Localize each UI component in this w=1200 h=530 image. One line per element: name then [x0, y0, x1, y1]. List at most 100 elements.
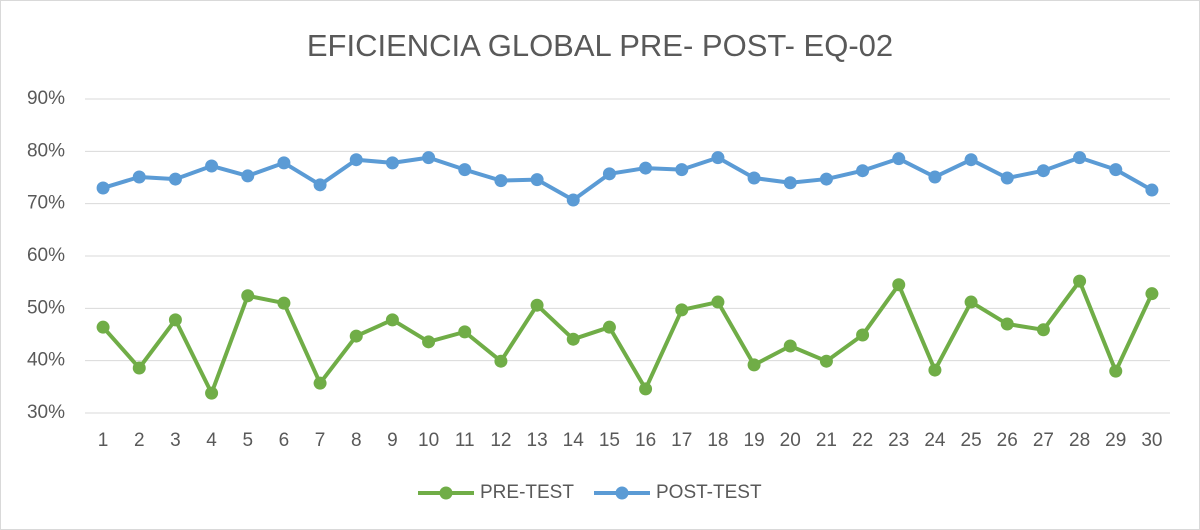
- x-tick-label: 6: [279, 430, 290, 451]
- point: [96, 320, 110, 334]
- point: [1036, 164, 1050, 178]
- x-tick-label: 29: [1105, 430, 1126, 451]
- point: [349, 329, 363, 343]
- x-tick-label: 14: [563, 430, 585, 451]
- x-tick-label: 8: [351, 430, 362, 451]
- x-tick-label: 21: [816, 430, 837, 451]
- x-tick-label: 19: [744, 430, 765, 451]
- point: [928, 170, 942, 184]
- x-tick-label: 16: [635, 430, 656, 451]
- x-tick-label: 3: [170, 430, 181, 451]
- point: [313, 178, 327, 192]
- point: [1000, 171, 1014, 185]
- point: [892, 278, 906, 292]
- point: [241, 289, 255, 303]
- x-tick-label: 9: [387, 430, 398, 451]
- x-tick-label: 28: [1069, 430, 1090, 451]
- legend-marker: [439, 486, 453, 500]
- x-tick-label: 1: [98, 430, 109, 451]
- point: [639, 382, 653, 396]
- y-tick-label: 40%: [27, 350, 65, 371]
- point: [205, 159, 219, 173]
- point: [132, 361, 146, 375]
- x-tick-label: 23: [888, 430, 909, 451]
- point: [964, 153, 978, 167]
- point: [1000, 317, 1014, 331]
- y-tick-label: 60%: [27, 245, 65, 266]
- x-tick-label: 5: [242, 430, 253, 451]
- y-tick-label: 80%: [27, 140, 65, 161]
- point: [385, 156, 399, 170]
- point: [1073, 274, 1087, 288]
- x-tick-label: 22: [852, 430, 873, 451]
- point: [783, 339, 797, 353]
- x-tick-label: 2: [134, 430, 145, 451]
- point: [96, 181, 110, 195]
- point: [566, 332, 580, 346]
- point: [277, 296, 291, 310]
- x-tick-label: 15: [599, 430, 620, 451]
- point: [566, 193, 580, 207]
- point: [313, 376, 327, 390]
- point: [168, 172, 182, 186]
- x-tick-label: 20: [780, 430, 801, 451]
- y-tick-label: 30%: [27, 402, 65, 423]
- point: [892, 152, 906, 166]
- point: [856, 328, 870, 342]
- point: [711, 295, 725, 309]
- point: [1036, 323, 1050, 337]
- point: [675, 303, 689, 317]
- point: [747, 358, 761, 372]
- point: [747, 171, 761, 185]
- x-tick-label: 26: [997, 430, 1018, 451]
- point: [530, 298, 544, 312]
- x-tick-label: 4: [206, 430, 217, 451]
- x-tick-label: 12: [490, 430, 511, 451]
- x-tick-label: 24: [924, 430, 946, 451]
- point: [675, 163, 689, 177]
- point: [1109, 364, 1123, 378]
- point: [530, 173, 544, 187]
- point: [458, 163, 472, 177]
- point: [422, 335, 436, 349]
- point: [819, 354, 833, 368]
- point: [602, 320, 616, 334]
- point: [819, 172, 833, 186]
- point: [711, 151, 725, 165]
- point: [1145, 183, 1159, 197]
- point: [241, 169, 255, 183]
- x-tick-label: 27: [1033, 430, 1054, 451]
- x-tick-label: 10: [418, 430, 439, 451]
- x-tick-label: 17: [671, 430, 692, 451]
- point: [168, 313, 182, 327]
- point: [277, 156, 291, 170]
- point: [1109, 163, 1123, 177]
- point: [639, 161, 653, 175]
- point: [494, 174, 508, 188]
- point: [494, 354, 508, 368]
- point: [602, 167, 616, 181]
- point: [385, 313, 399, 327]
- point: [964, 295, 978, 309]
- point: [205, 386, 219, 400]
- point: [928, 363, 942, 377]
- point: [422, 151, 436, 165]
- point: [458, 325, 472, 339]
- x-tick-label: 11: [455, 430, 475, 451]
- y-tick-label: 90%: [27, 88, 65, 109]
- chart-title: EFICIENCIA GLOBAL PRE- POST- EQ-02: [307, 28, 893, 63]
- x-tick-label: 30: [1141, 430, 1162, 451]
- point: [1073, 151, 1087, 165]
- x-tick-label: 18: [707, 430, 728, 451]
- point: [783, 176, 797, 190]
- point: [856, 164, 870, 178]
- x-tick-label: 13: [527, 430, 548, 451]
- point: [349, 153, 363, 167]
- x-tick-label: 7: [315, 430, 326, 451]
- y-tick-label: 70%: [27, 193, 65, 214]
- point: [1145, 287, 1159, 301]
- point: [132, 170, 146, 184]
- legend-marker: [615, 486, 629, 500]
